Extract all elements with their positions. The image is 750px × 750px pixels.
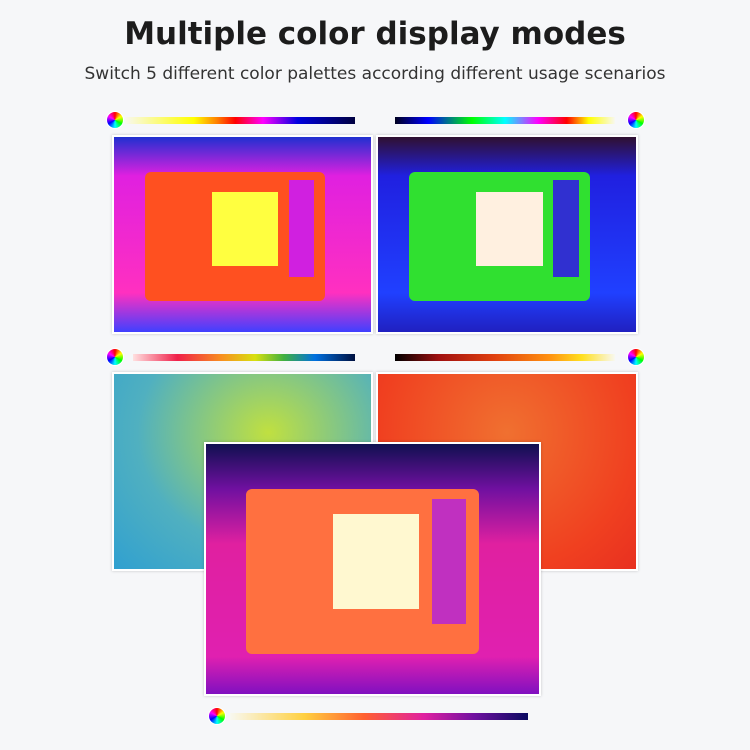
thermal-image-iron bbox=[112, 135, 373, 334]
chip bbox=[553, 179, 580, 278]
palette-wheel-icon bbox=[107, 112, 123, 128]
palette-wheel-icon bbox=[209, 708, 225, 724]
palette-bar-white-hot bbox=[230, 713, 528, 720]
thermal-image-rainbow bbox=[376, 135, 638, 334]
chip bbox=[288, 179, 315, 278]
palette-wheel-icon bbox=[628, 112, 644, 128]
page-subtitle: Switch 5 different color palettes accord… bbox=[84, 64, 666, 84]
hot-spot bbox=[476, 191, 544, 266]
thermal-image-white-hot bbox=[204, 442, 541, 696]
palette-wheel-icon bbox=[628, 349, 644, 365]
hot-spot bbox=[211, 191, 279, 266]
palette-bar-iron bbox=[125, 117, 355, 124]
palette-bar-high-contrast bbox=[133, 354, 355, 361]
palette-bar-red-hot bbox=[395, 354, 615, 361]
hot-spot bbox=[332, 514, 420, 609]
chip bbox=[432, 499, 466, 624]
page-title: Multiple color display modes bbox=[124, 16, 626, 52]
palette-bar-rainbow bbox=[395, 117, 615, 124]
palette-wheel-icon bbox=[107, 349, 123, 365]
